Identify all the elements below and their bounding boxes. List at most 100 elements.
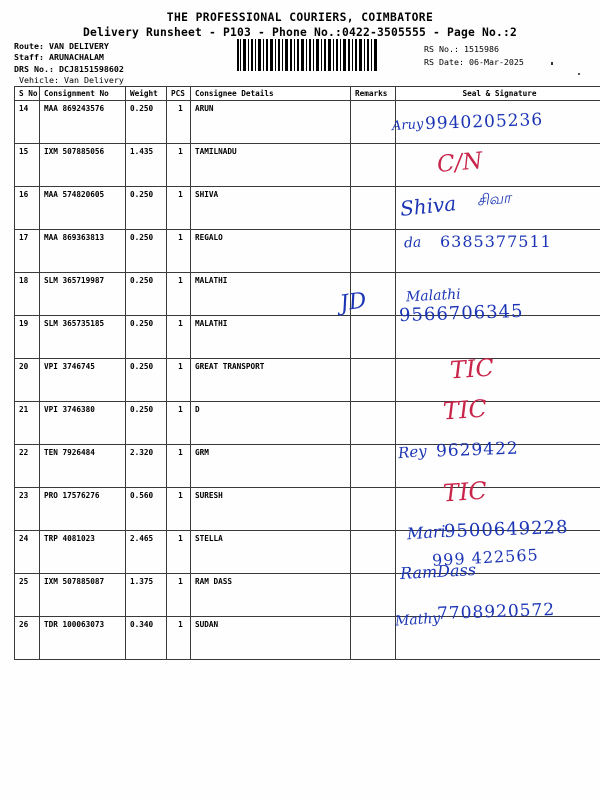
meta-route: Route: VAN DELIVERY xyxy=(14,41,124,52)
cell-consignment-no: IXM 507885056 xyxy=(39,143,126,187)
meta-vehicle: Vehicle: Van Delivery xyxy=(14,75,124,86)
cell-weight: 0.340 xyxy=(125,616,167,660)
column-header-remarks: Remarks xyxy=(350,86,396,101)
table-row: 24 TRP 4081023 2.465 1 STELLA xyxy=(14,530,600,574)
cell-remarks xyxy=(350,229,396,273)
table-row: 20 VPI 3746745 0.250 1 GREAT TRANSPORT xyxy=(14,358,600,402)
column-header-seal-signature: Seal & Signature xyxy=(395,86,600,101)
table-row: 21 VPI 3746380 0.250 1 D xyxy=(14,401,600,445)
meta-rs-no: RS No.: 1515986 xyxy=(424,43,524,56)
cell-seal-signature xyxy=(395,186,600,230)
column-header-sno: S No xyxy=(14,86,40,101)
cell-remarks xyxy=(350,186,396,230)
cell-sno: 19 xyxy=(14,315,40,359)
cell-remarks xyxy=(350,444,396,488)
meta-staff-label: Staff: xyxy=(14,52,44,63)
cell-weight: 0.250 xyxy=(125,272,167,316)
cell-remarks xyxy=(350,143,396,187)
meta-vehicle-value: Van Delivery xyxy=(63,75,124,86)
runsheet-table-wrapper: S No Consignment No Weight PCS Consignee… xyxy=(14,86,600,660)
cell-remarks xyxy=(350,401,396,445)
cell-consignment-no: TDR 100063073 xyxy=(39,616,126,660)
cell-pcs: 1 xyxy=(166,573,191,617)
meta-rs-no-value: 1515986 xyxy=(463,44,499,54)
meta-drs-no-label: DRS No.: xyxy=(14,63,54,74)
cell-seal-signature xyxy=(395,487,600,531)
table-body: 14 MAA 869243576 0.250 1 ARUN 15 IXM 507… xyxy=(14,100,600,660)
column-header-weight: Weight xyxy=(125,86,167,101)
meta-staff: Staff: ARUNACHALAM xyxy=(14,52,124,63)
column-header-consignment-no: Consignment No xyxy=(39,86,126,101)
cell-weight: 2.320 xyxy=(125,444,167,488)
table-row: 14 MAA 869243576 0.250 1 ARUN xyxy=(14,100,600,144)
cell-consignee: MALATHI xyxy=(190,315,351,359)
cell-pcs: 1 xyxy=(166,358,191,402)
cell-seal-signature xyxy=(395,444,600,488)
meta-rs-date-label: RS Date: xyxy=(424,57,464,67)
cell-pcs: 1 xyxy=(166,530,191,574)
cell-seal-signature xyxy=(395,401,600,445)
cell-consignee: D xyxy=(190,401,351,445)
meta-route-label: Route: xyxy=(14,41,44,51)
cell-weight: 0.560 xyxy=(125,487,167,531)
cell-weight: 0.250 xyxy=(125,229,167,273)
cell-consignee: SHIVA xyxy=(190,186,351,230)
column-header-pcs: PCS xyxy=(166,86,191,101)
cell-pcs: 1 xyxy=(166,229,191,273)
cell-pcs: 1 xyxy=(166,315,191,359)
cell-remarks xyxy=(350,530,396,574)
table-row: 15 IXM 507885056 1.435 1 TAMILNADU xyxy=(14,143,600,187)
cell-sno: 22 xyxy=(14,444,40,488)
table-row: 23 PRO 17576276 0.560 1 SURESH xyxy=(14,487,600,531)
meta-route-value: VAN DELIVERY xyxy=(48,41,109,51)
meta-rs-no-label: RS No.: xyxy=(424,44,459,54)
cell-sno: 24 xyxy=(14,530,40,574)
cell-weight: 0.250 xyxy=(125,315,167,359)
table-row: 22 TEN 7926484 2.320 1 GRM xyxy=(14,444,600,488)
runsheet-table: S No Consignment No Weight PCS Consignee… xyxy=(14,86,600,660)
cell-weight: 0.250 xyxy=(125,186,167,230)
table-row: 18 SLM 365719987 0.250 1 MALATHI xyxy=(14,272,600,316)
cell-pcs: 1 xyxy=(166,487,191,531)
scan-artifact-dot xyxy=(551,62,553,65)
cell-remarks xyxy=(350,358,396,402)
cell-consignee: ARUN xyxy=(190,100,351,144)
cell-weight: 2.465 xyxy=(125,530,167,574)
cell-seal-signature xyxy=(395,573,600,617)
cell-weight: 0.250 xyxy=(125,100,167,144)
table-header: S No Consignment No Weight PCS Consignee… xyxy=(14,86,600,101)
cell-consignment-no: MAA 869243576 xyxy=(39,100,126,144)
cell-seal-signature xyxy=(395,229,600,273)
cell-consignment-no: VPI 3746380 xyxy=(39,401,126,445)
meta-staff-value: ARUNACHALAM xyxy=(48,52,104,63)
barcode-image xyxy=(237,39,377,71)
cell-consignment-no: SLM 365735185 xyxy=(39,315,126,359)
cell-sno: 14 xyxy=(14,100,40,144)
cell-seal-signature xyxy=(395,100,600,144)
page-subtitle: Delivery Runsheet - P103 - Phone No.:042… xyxy=(82,26,518,39)
cell-consignment-no: TEN 7926484 xyxy=(39,444,126,488)
cell-consignee: STELLA xyxy=(190,530,351,574)
cell-pcs: 1 xyxy=(166,143,191,187)
cell-pcs: 1 xyxy=(166,186,191,230)
cell-consignee: RAM DASS xyxy=(190,573,351,617)
cell-weight: 1.435 xyxy=(125,143,167,187)
cell-sno: 15 xyxy=(14,143,40,187)
cell-weight: 0.250 xyxy=(125,358,167,402)
meta-vehicle-label: Vehicle: xyxy=(19,75,59,86)
cell-remarks xyxy=(350,315,396,359)
table-row: 19 SLM 365735185 0.250 1 MALATHI xyxy=(14,315,600,359)
table-row: 25 IXM 507885087 1.375 1 RAM DASS xyxy=(14,573,600,617)
cell-consignment-no: TRP 4081023 xyxy=(39,530,126,574)
cell-weight: 0.250 xyxy=(125,401,167,445)
cell-sno: 17 xyxy=(14,229,40,273)
cell-pcs: 1 xyxy=(166,272,191,316)
cell-seal-signature xyxy=(395,530,600,574)
cell-seal-signature xyxy=(395,616,600,660)
cell-consignment-no: MAA 574820605 xyxy=(39,186,126,230)
meta-rs-date: RS Date: 06-Mar-2025 xyxy=(424,56,524,69)
cell-consignee: GREAT TRANSPORT xyxy=(190,358,351,402)
table-row: 16 MAA 574820605 0.250 1 SHIVA xyxy=(14,186,600,230)
cell-seal-signature xyxy=(395,143,600,187)
